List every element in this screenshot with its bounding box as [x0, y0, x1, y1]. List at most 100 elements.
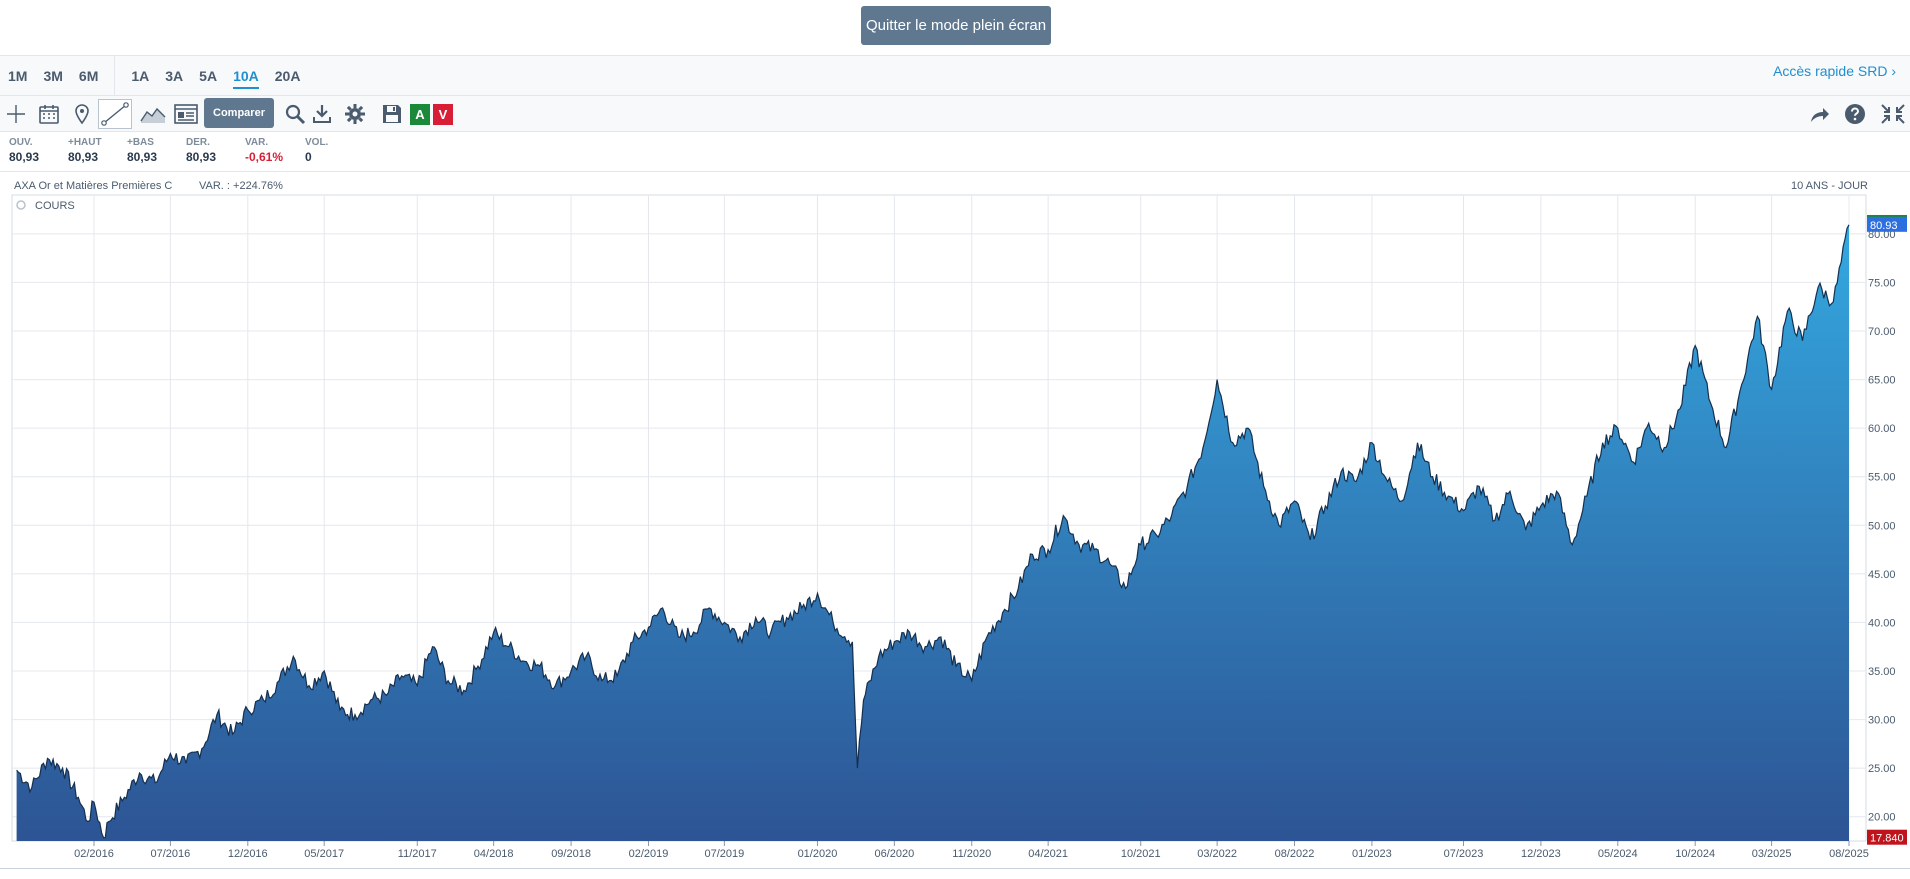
- x-tick-label: 12/2016: [228, 848, 268, 860]
- legend-marker-icon[interactable]: [16, 200, 26, 210]
- price-area: [16, 224, 1850, 842]
- period-selector: 1M 3M 6M 1A 3A 5A 10A 20A: [8, 56, 316, 96]
- period-variation: VAR. : +224.76%: [199, 180, 283, 192]
- period-bar: 1M 3M 6M 1A 3A 5A 10A 20A Accès rapide S…: [0, 56, 1910, 96]
- buy-button[interactable]: A: [410, 104, 430, 125]
- bottom-divider: [0, 868, 1910, 869]
- x-tick-label: 01/2023: [1352, 848, 1392, 860]
- instrument-name: AXA Or et Matières Premières C: [14, 180, 173, 192]
- period-divider: [114, 56, 116, 96]
- period-10a[interactable]: 10A: [233, 56, 259, 96]
- x-tick-label: 03/2022: [1197, 848, 1237, 860]
- gear-icon[interactable]: [341, 100, 369, 128]
- quote-bar: OUV. 80,93 +HAUT 80,93 +BAS 80,93 DER. 8…: [0, 132, 1910, 172]
- y-tick-label: 75.00: [1868, 277, 1896, 289]
- x-tick-label: 02/2016: [74, 848, 114, 860]
- compare-button[interactable]: Comparer: [204, 98, 274, 128]
- top-bar: Quitter le mode plein écran: [0, 0, 1910, 56]
- price-line: [16, 224, 1850, 839]
- x-tick-label: 04/2021: [1028, 848, 1068, 860]
- x-tick-label: 11/2017: [398, 848, 437, 860]
- download-icon[interactable]: [308, 100, 336, 128]
- quote-var-value: -0,61%: [245, 150, 284, 164]
- quote-open-value: 80,93: [9, 150, 40, 164]
- quote-low-value: 80,93: [127, 150, 158, 164]
- y-tick-label: 50.00: [1868, 520, 1896, 532]
- news-icon[interactable]: [172, 100, 200, 128]
- legend[interactable]: COURS: [16, 200, 75, 212]
- quote-volume-value: 0: [305, 150, 312, 164]
- x-tick-label: 07/2019: [704, 848, 744, 860]
- quote-var: VAR. -0,61%: [245, 137, 283, 164]
- period-20a[interactable]: 20A: [274, 68, 301, 84]
- x-tick-label: 11/2020: [952, 848, 991, 860]
- calendar-icon[interactable]: [35, 100, 63, 128]
- y-tick-label: 55.00: [1868, 472, 1896, 484]
- y-tick-label: 80.00: [1868, 229, 1896, 241]
- quote-last-label: DER.: [186, 137, 210, 148]
- y-tick-label: 30.00: [1868, 715, 1896, 727]
- x-tick-label: 06/2020: [874, 848, 914, 860]
- y-tick-label: 35.00: [1868, 666, 1896, 678]
- period-1a[interactable]: 1A: [131, 68, 150, 84]
- period-3a[interactable]: 3A: [165, 68, 184, 84]
- x-tick-label: 08/2022: [1275, 848, 1315, 860]
- save-icon[interactable]: [378, 100, 406, 128]
- y-tick-label: 65.00: [1868, 375, 1896, 387]
- crosshair-icon[interactable]: [2, 100, 30, 128]
- quote-low: +BAS 80,93: [127, 137, 157, 164]
- x-axis: 02/2016 07/2016 12/2016 05/2017 11/2017 04/20…: [74, 841, 1869, 860]
- x-tick-label: 07/2016: [151, 848, 191, 860]
- quote-open: OUV. 80,93: [9, 137, 39, 164]
- quote-high: +HAUT 80,93: [68, 137, 102, 164]
- chart-toolbar: Comparer A V: [0, 96, 1910, 132]
- y-tick-label: 70.00: [1868, 326, 1896, 338]
- x-tick-label: 03/2025: [1752, 848, 1792, 860]
- x-tick-label: 12/2023: [1521, 848, 1561, 860]
- x-tick-label: 02/2019: [629, 848, 669, 860]
- period-5a[interactable]: 5A: [199, 68, 218, 84]
- legend-label: COURS: [35, 200, 75, 212]
- help-icon[interactable]: [1841, 100, 1869, 128]
- y-axis: 20.00 25.00 30.00 35.00 40.00 45.00 50.00 55.00…: [1868, 229, 1896, 824]
- quote-volume-label: VOL.: [305, 137, 329, 148]
- quote-open-label: OUV.: [9, 137, 33, 148]
- period-6m[interactable]: 6M: [78, 68, 99, 84]
- exit-fullscreen-button[interactable]: Quitter le mode plein écran: [861, 6, 1051, 45]
- search-icon[interactable]: [281, 100, 309, 128]
- quote-last: DER. 80,93: [186, 137, 216, 164]
- y-tick-label: 40.00: [1868, 617, 1896, 629]
- pin-icon[interactable]: [68, 100, 96, 128]
- x-tick-label: 10/2024: [1675, 848, 1715, 860]
- period-1m[interactable]: 1M: [8, 68, 28, 84]
- x-tick-label: 04/2018: [474, 848, 514, 860]
- quote-var-label: VAR.: [245, 137, 269, 148]
- last-tag: [1867, 216, 1907, 232]
- x-tick-label: 10/2021: [1121, 848, 1161, 860]
- y-tick-label: 45.00: [1868, 569, 1896, 581]
- sell-button[interactable]: V: [433, 104, 453, 125]
- quick-access-srd-dropdown[interactable]: Accès rapide SRD ›: [1773, 63, 1896, 79]
- low-tag: [1867, 829, 1907, 845]
- fullscreen-exit-icon[interactable]: [1879, 100, 1907, 128]
- x-tick-label: 05/2024: [1598, 848, 1638, 860]
- area-chart-icon[interactable]: [139, 100, 167, 128]
- y-tick-label: 60.00: [1868, 423, 1896, 435]
- x-tick-label: 08/2025: [1829, 848, 1869, 860]
- chart-period-label: 10 ANS - JOUR: [1790, 180, 1868, 192]
- quote-last-value: 80,93: [186, 150, 217, 164]
- last-tag-label: 80.93: [1870, 220, 1898, 232]
- share-icon[interactable]: [1805, 100, 1833, 128]
- x-tick-label: 05/2017: [304, 848, 344, 860]
- price-chart[interactable]: 20.00 25.00 30.00 35.00 40.00 45.00 50.00 55.00…: [0, 190, 1910, 866]
- quote-high-label: +HAUT: [68, 137, 102, 148]
- trendline-icon[interactable]: [98, 99, 132, 129]
- x-tick-label: 01/2020: [798, 848, 838, 860]
- quote-low-label: +BAS: [127, 137, 154, 148]
- low-tag-label: 17.840: [1870, 833, 1904, 845]
- x-tick-label: 07/2023: [1444, 848, 1484, 860]
- period-3m[interactable]: 3M: [43, 68, 63, 84]
- y-tick-label: 20.00: [1868, 812, 1896, 824]
- quote-high-value: 80,93: [68, 150, 99, 164]
- x-tick-label: 09/2018: [551, 848, 591, 860]
